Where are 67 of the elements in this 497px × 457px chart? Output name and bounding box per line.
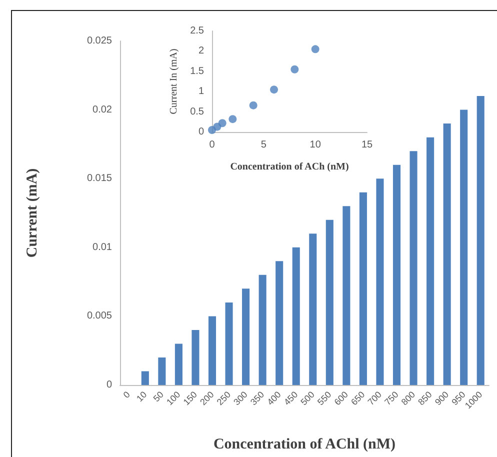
bar xyxy=(426,137,434,385)
x-tick-label: 850 xyxy=(416,389,434,408)
bar xyxy=(309,234,317,385)
point xyxy=(270,86,278,94)
x-tick-label: 0 xyxy=(209,140,216,150)
y-tick-label: 1.5 xyxy=(190,66,204,77)
x-tick-label: 600 xyxy=(332,389,350,408)
point xyxy=(228,115,237,124)
x-tick-label: 500 xyxy=(298,389,316,408)
bar xyxy=(443,124,451,385)
x-tick-label: 10 xyxy=(134,389,149,404)
x-tick-label: 150 xyxy=(181,389,200,408)
bar xyxy=(208,316,216,385)
y-axis-title: Current In (mA) xyxy=(168,48,180,114)
x-axis-title: Concentration of AChl (nM) xyxy=(213,436,396,452)
y-tick-label: 0.5 xyxy=(190,106,204,118)
bar xyxy=(174,344,182,385)
x-tick-label: 350 xyxy=(248,389,266,408)
point xyxy=(311,45,320,54)
x-tick-label: 100 xyxy=(164,389,182,408)
bar xyxy=(476,96,484,385)
bar xyxy=(158,357,166,385)
y-tick-label: 0 xyxy=(106,380,112,390)
y-tick-label: 2 xyxy=(198,46,204,57)
bar xyxy=(376,178,384,385)
point xyxy=(218,119,226,128)
bar xyxy=(342,206,350,385)
point xyxy=(290,65,299,74)
bar xyxy=(192,330,200,385)
bar xyxy=(225,302,233,385)
bar xyxy=(410,151,418,385)
y-tick-label: 0.025 xyxy=(86,36,112,46)
x-tick-label: 650 xyxy=(349,389,367,408)
y-tick-label: 0.005 xyxy=(86,310,112,322)
x-tick-label: 50 xyxy=(151,389,166,404)
bar xyxy=(460,110,468,385)
bar xyxy=(392,164,401,385)
bar xyxy=(292,247,300,385)
y-tick-label: 2.5 xyxy=(190,26,204,36)
y-tick-label: 0.02 xyxy=(92,104,112,116)
bar xyxy=(326,220,334,385)
x-tick-label: 0 xyxy=(121,389,132,400)
bar xyxy=(258,274,266,385)
x-tick-label: 250 xyxy=(214,389,233,408)
point xyxy=(249,101,258,110)
x-tick-label: 750 xyxy=(382,389,400,408)
x-tick-label: 800 xyxy=(399,389,418,408)
bar xyxy=(141,371,149,385)
y-tick-label: 0 xyxy=(198,126,204,138)
y-axis-title: Current (mA) xyxy=(24,168,40,258)
bar xyxy=(242,288,250,385)
x-tick-label: 300 xyxy=(232,389,250,408)
x-tick-label: 700 xyxy=(366,389,384,408)
bar xyxy=(276,261,284,385)
y-tick-label: 0.01 xyxy=(92,242,112,253)
x-axis-title: Concentration of ACh (nM) xyxy=(230,162,349,172)
x-tick-label: 200 xyxy=(198,389,216,408)
x-tick-label: 5 xyxy=(260,140,267,150)
x-tick-label: 450 xyxy=(282,389,300,408)
bar xyxy=(359,192,367,385)
x-tick-label: 900 xyxy=(432,389,451,408)
y-tick-label: 0.015 xyxy=(86,173,112,184)
x-tick-label: 15 xyxy=(361,140,373,150)
y-tick-label: 1 xyxy=(198,86,204,98)
x-tick-label: 550 xyxy=(316,389,334,408)
x-tick-label: 10 xyxy=(310,140,322,150)
x-tick-label: 400 xyxy=(265,389,283,408)
